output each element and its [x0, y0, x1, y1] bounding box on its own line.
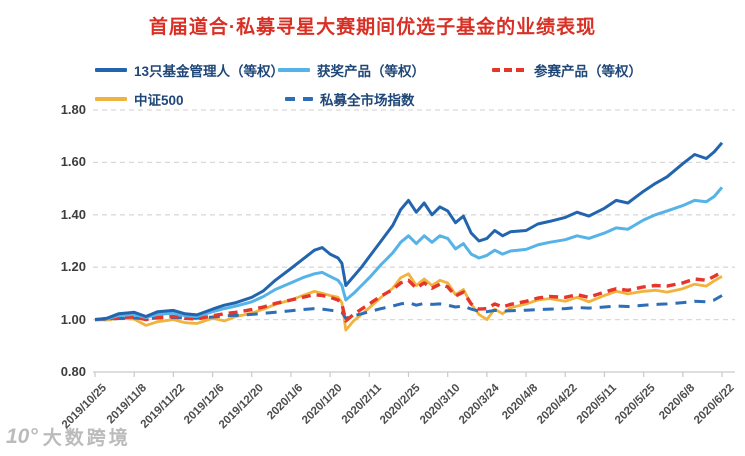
series-line-winners: [94, 186, 724, 322]
legend-item-csi500: 中证500: [95, 90, 184, 108]
legend-swatch-csi500: [95, 97, 127, 101]
legend-swatch-winners: [278, 68, 310, 72]
legend-item-winners: 获奖产品（等权）: [278, 61, 425, 79]
legend-label-contestants: 参赛产品（等权）: [534, 64, 642, 79]
legend-label-winners: 获奖产品（等权）: [317, 64, 425, 79]
chart-title: 首届道合·私募寻星大赛期间优选子基金的业绩表现: [148, 17, 597, 38]
y-axis-label: 1.00: [60, 311, 86, 327]
legend-label-managers: 13只基金管理人（等权）: [134, 64, 285, 79]
series-line-managers: [94, 141, 724, 322]
series-line-market-index: [94, 294, 723, 322]
y-axis-label: 1.20: [60, 259, 86, 275]
legend-item-contestants: 参赛产品（等权）: [492, 61, 642, 79]
legend-item-market-index: 私募全市场指数: [285, 90, 415, 108]
y-axis-label: 1.40: [60, 206, 86, 222]
legend-swatch-market-index: [285, 96, 313, 102]
y-axis-label: 1.60: [60, 154, 86, 170]
legend-item-managers: 13只基金管理人（等权）: [95, 61, 284, 79]
y-axis-label: 1.80: [60, 102, 86, 117]
legend-swatch-managers: [95, 68, 127, 72]
series-line-csi500: [94, 272, 723, 332]
y-axis-label: 0.80: [60, 364, 86, 379]
legend-label-market-index: 私募全市场指数: [320, 93, 415, 108]
legend-label-csi500: 中证500: [134, 93, 184, 108]
legend-swatch-contestants: [492, 67, 527, 73]
series-line-contestants: [94, 270, 723, 323]
